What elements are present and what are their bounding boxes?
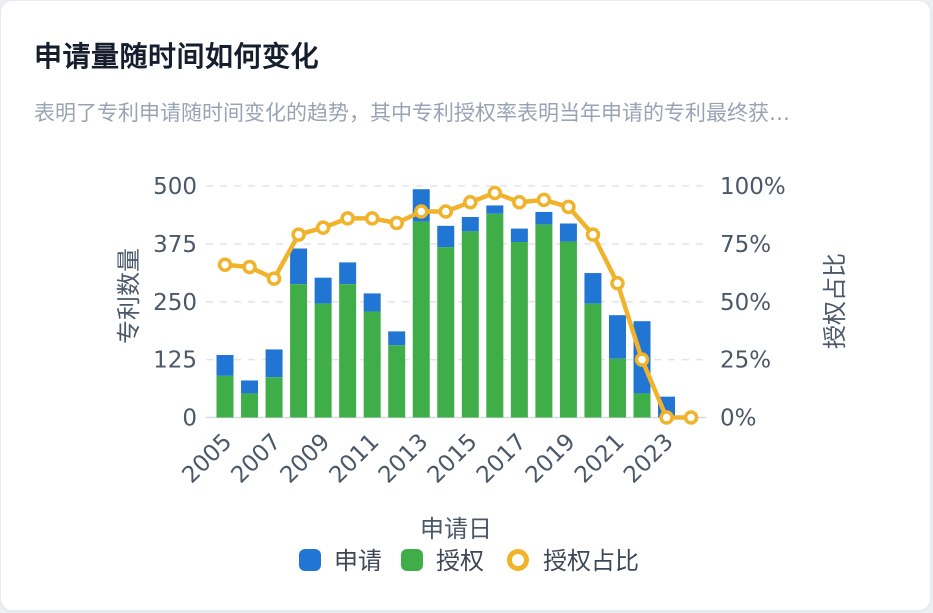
bar-grants[interactable] bbox=[584, 303, 602, 418]
grant-ratio-marker[interactable] bbox=[634, 352, 650, 367]
bar-applications[interactable] bbox=[559, 223, 577, 242]
bar-grants[interactable] bbox=[437, 247, 455, 418]
legend-label[interactable]: 申请 bbox=[334, 547, 382, 575]
grant-ratio-marker[interactable] bbox=[315, 220, 331, 235]
bar-applications[interactable] bbox=[461, 217, 479, 232]
x-axis-tick: 2021 bbox=[570, 429, 630, 489]
bar-grants[interactable] bbox=[412, 221, 430, 418]
left-axis-tick: 375 bbox=[153, 232, 197, 258]
bar-grants[interactable] bbox=[559, 241, 577, 418]
x-axis-tick: 2015 bbox=[423, 429, 483, 489]
bar-applications[interactable] bbox=[339, 262, 357, 285]
bar-grants[interactable] bbox=[265, 377, 283, 418]
right-axis-title: 授权占比 bbox=[821, 253, 849, 349]
bar-applications[interactable] bbox=[437, 225, 455, 248]
bar-grants[interactable] bbox=[510, 242, 528, 418]
bar-applications[interactable] bbox=[314, 277, 332, 304]
bar-applications[interactable] bbox=[388, 331, 406, 346]
right-axis-tick: 25% bbox=[720, 348, 771, 374]
bar-applications[interactable] bbox=[608, 315, 626, 359]
bar-applications[interactable] bbox=[265, 349, 283, 378]
grant-ratio-marker[interactable] bbox=[512, 194, 527, 210]
legend-item-2[interactable]: 授权 bbox=[401, 547, 484, 575]
grant-ratio-marker[interactable] bbox=[610, 275, 625, 291]
grant-ratio-marker[interactable] bbox=[536, 192, 552, 208]
bar-grants[interactable] bbox=[241, 393, 259, 418]
grant-ratio-marker[interactable] bbox=[340, 211, 355, 226]
bar-grants[interactable] bbox=[486, 213, 504, 418]
bar-applications[interactable] bbox=[363, 293, 381, 312]
grant-ratio-marker[interactable] bbox=[242, 259, 257, 275]
bar-applications[interactable] bbox=[216, 354, 234, 376]
grant-ratio-marker[interactable] bbox=[487, 185, 503, 201]
bar-applications[interactable] bbox=[584, 273, 602, 304]
legend-item-3[interactable]: 授权占比 bbox=[507, 547, 640, 575]
x-axis-tick: 2005 bbox=[177, 429, 237, 489]
x-axis-title: 申请日 bbox=[420, 515, 492, 543]
x-axis-tick: 2017 bbox=[472, 429, 532, 489]
left-axis-tick: 0 bbox=[182, 406, 197, 432]
bar-applications[interactable] bbox=[241, 380, 259, 394]
bar-applications[interactable] bbox=[535, 211, 553, 225]
bar-grants[interactable] bbox=[388, 345, 406, 418]
bar-grants[interactable] bbox=[461, 231, 479, 418]
bar-grants[interactable] bbox=[608, 358, 626, 418]
x-axis-tick: 2007 bbox=[227, 429, 287, 489]
legend-item-1[interactable]: 申请 bbox=[299, 547, 382, 575]
left-axis-title: 专利数量 bbox=[115, 248, 143, 344]
x-axis-tick: 2023 bbox=[619, 429, 679, 489]
bar-applications[interactable] bbox=[510, 228, 528, 243]
legend-ring-icon[interactable] bbox=[507, 549, 529, 571]
bar-grants[interactable] bbox=[216, 375, 234, 418]
left-axis-tick: 250 bbox=[153, 290, 197, 316]
grant-ratio-marker[interactable] bbox=[438, 204, 454, 219]
legend-swatch[interactable] bbox=[299, 549, 321, 571]
grant-ratio-marker[interactable] bbox=[364, 211, 380, 226]
right-axis-tick: 0% bbox=[720, 406, 757, 432]
grant-ratio-marker[interactable] bbox=[291, 227, 306, 242]
x-axis-tick: 2019 bbox=[521, 429, 581, 489]
grant-ratio-marker[interactable] bbox=[683, 410, 699, 425]
legend-label[interactable]: 授权占比 bbox=[543, 547, 639, 575]
grant-ratio-marker[interactable] bbox=[389, 215, 404, 231]
grant-ratio-marker[interactable] bbox=[266, 271, 282, 286]
grant-ratio-marker[interactable] bbox=[413, 204, 429, 219]
bar-grants[interactable] bbox=[535, 224, 553, 418]
x-axis-tick: 2013 bbox=[374, 429, 434, 489]
left-axis-tick: 500 bbox=[153, 174, 197, 200]
bar-grants[interactable] bbox=[290, 284, 308, 418]
chart-title: 申请量随时间如何变化 bbox=[34, 40, 320, 73]
bar-applications[interactable] bbox=[290, 248, 308, 285]
bar-grants[interactable] bbox=[633, 393, 651, 418]
x-axis-tick: 2011 bbox=[325, 429, 385, 489]
grant-ratio-marker[interactable] bbox=[659, 410, 674, 425]
patent-trend-chart: 0 125 250 375 500 0% 25% 50% 75% 100% 200520072009… bbox=[115, 174, 849, 575]
bar-grants[interactable] bbox=[339, 284, 357, 418]
right-axis-tick: 50% bbox=[720, 290, 771, 316]
bar-grants[interactable] bbox=[363, 311, 381, 418]
left-axis-tick: 125 bbox=[153, 348, 197, 374]
legend-label[interactable]: 授权 bbox=[436, 547, 484, 575]
grant-ratio-marker[interactable] bbox=[463, 194, 478, 210]
bar-grants[interactable] bbox=[314, 303, 332, 418]
grant-ratio-marker[interactable] bbox=[585, 227, 601, 242]
grant-ratio-marker[interactable] bbox=[561, 199, 576, 215]
chart-subtitle: 表明了专利申请随时间变化的趋势，其中专利授权率表明当年申请的专利最终获… bbox=[34, 101, 790, 125]
right-axis-tick: 100% bbox=[720, 174, 786, 200]
legend-swatch[interactable] bbox=[401, 549, 423, 571]
bar-applications[interactable] bbox=[486, 205, 504, 214]
x-axis-tick: 2009 bbox=[276, 429, 336, 489]
grant-ratio-marker[interactable] bbox=[217, 257, 233, 272]
right-axis-tick: 75% bbox=[720, 232, 771, 258]
